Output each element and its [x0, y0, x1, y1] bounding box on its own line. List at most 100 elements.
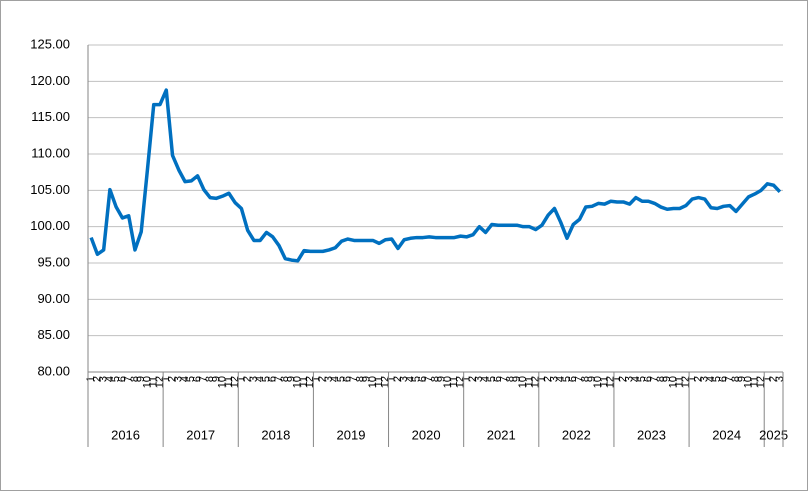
x-tick-label: 2: [542, 376, 554, 382]
x-tick-label: 8: [354, 376, 366, 382]
x-tick-label: 10: [217, 376, 229, 388]
x-tick-label: 4: [329, 376, 341, 382]
x-tick-label: 7: [498, 376, 510, 382]
year-label: 2020: [412, 427, 441, 442]
x-tick-label: 11: [298, 376, 310, 387]
x-tick-label: 8: [580, 376, 592, 382]
y-tick-label: 80.00: [37, 363, 70, 378]
x-tick-label: 6: [642, 376, 654, 382]
x-tick-label: 11: [749, 376, 761, 387]
x-tick-label: 9: [586, 376, 598, 382]
x-tick-label: 10: [292, 376, 304, 388]
x-tick-label: 6: [116, 376, 128, 382]
y-tick-label: 100.00: [30, 218, 70, 233]
x-tick-label: 8: [204, 376, 216, 382]
x-tick-label: 9: [736, 376, 748, 382]
y-tick-label: 120.00: [30, 73, 70, 88]
y-tick-label: 95.00: [37, 254, 70, 269]
x-tick-label: 1: [686, 376, 698, 382]
x-tick-label: 4: [555, 376, 567, 382]
x-tick-label: 10: [592, 376, 604, 388]
x-tick-label: 7: [123, 376, 135, 382]
x-tick-label: 9: [285, 376, 297, 382]
x-tick-label: 6: [717, 376, 729, 382]
x-tick-label: 7: [198, 376, 210, 382]
x-tick-label: 8: [129, 376, 141, 382]
y-tick-label: 90.00: [37, 291, 70, 306]
x-tick-label: 11: [674, 376, 686, 387]
x-tick-label: 2: [91, 376, 103, 382]
x-tick-label: 11: [373, 376, 385, 387]
x-tick-label: 5: [486, 376, 498, 382]
x-tick-label: 5: [636, 376, 648, 382]
x-tick-label: 3: [548, 376, 560, 382]
year-label: 2018: [261, 427, 290, 442]
x-tick-label: 2: [692, 376, 704, 382]
x-tick-label: 2: [617, 376, 629, 382]
x-tick-label: 7: [273, 376, 285, 382]
x-tick-label: 6: [342, 376, 354, 382]
x-tick-label: 7: [348, 376, 360, 382]
x-tick-label: 9: [511, 376, 523, 382]
year-label: 2019: [337, 427, 366, 442]
x-tick-label: 2: [467, 376, 479, 382]
x-tick-label: 9: [210, 376, 222, 382]
x-tick-label: 3: [473, 376, 485, 382]
x-tick-label: 4: [104, 376, 116, 382]
x-tick-label: 3: [98, 376, 110, 382]
x-tick-label: 8: [429, 376, 441, 382]
x-tick-label: 8: [655, 376, 667, 382]
year-label: 2017: [186, 427, 215, 442]
x-tick-label: 9: [135, 376, 147, 382]
x-tick-label: 1: [310, 376, 322, 382]
x-tick-label: 11: [148, 376, 160, 387]
x-tick-label: 11: [223, 376, 235, 387]
x-tick-label: 6: [417, 376, 429, 382]
x-tick-label: 10: [742, 376, 754, 388]
x-tick-label: 3: [173, 376, 185, 382]
x-tick-label: 5: [711, 376, 723, 382]
x-tick-label: 8: [505, 376, 517, 382]
x-tick-label: 2: [166, 376, 178, 382]
x-tick-label: 1: [761, 376, 773, 382]
x-tick-label: 2: [392, 376, 404, 382]
x-tick-label: 7: [423, 376, 435, 382]
x-tick-label: 10: [667, 376, 679, 388]
x-tick-label: 4: [705, 376, 717, 382]
x-tick-label: 6: [492, 376, 504, 382]
y-tick-label: 85.00: [37, 327, 70, 342]
x-tick-label: 4: [630, 376, 642, 382]
x-tick-label: 2: [768, 376, 780, 382]
x-tick-label: 6: [567, 376, 579, 382]
year-label: 2016: [111, 427, 140, 442]
x-tick-label: 9: [436, 376, 448, 382]
x-tick-label: 5: [260, 376, 272, 382]
x-tick-label: 7: [573, 376, 585, 382]
y-tick-label: 105.00: [30, 182, 70, 197]
x-tick-label: 11: [523, 376, 535, 387]
x-tick-label: 5: [411, 376, 423, 382]
x-tick-label: 6: [191, 376, 203, 382]
x-tick-label: 1: [235, 376, 247, 382]
x-tick-label: 4: [479, 376, 491, 382]
x-tick-label: 3: [248, 376, 260, 382]
x-tick-label: 6: [267, 376, 279, 382]
year-label: 2025: [759, 427, 788, 442]
x-tick-label: 1: [85, 376, 97, 382]
y-tick-label: 125.00: [30, 36, 70, 51]
x-tick-label: 5: [185, 376, 197, 382]
x-tick-label: 5: [335, 376, 347, 382]
year-label: 2021: [487, 427, 516, 442]
x-tick-label: 10: [517, 376, 529, 388]
x-tick-label: 4: [179, 376, 191, 382]
x-tick-label: 1: [461, 376, 473, 382]
year-label: 2023: [637, 427, 666, 442]
x-tick-label: 1: [386, 376, 398, 382]
x-tick-label: 4: [254, 376, 266, 382]
x-tick-label: 10: [442, 376, 454, 388]
x-tick-label: 2: [317, 376, 329, 382]
x-tick-label: 5: [561, 376, 573, 382]
x-tick-label: 3: [398, 376, 410, 382]
